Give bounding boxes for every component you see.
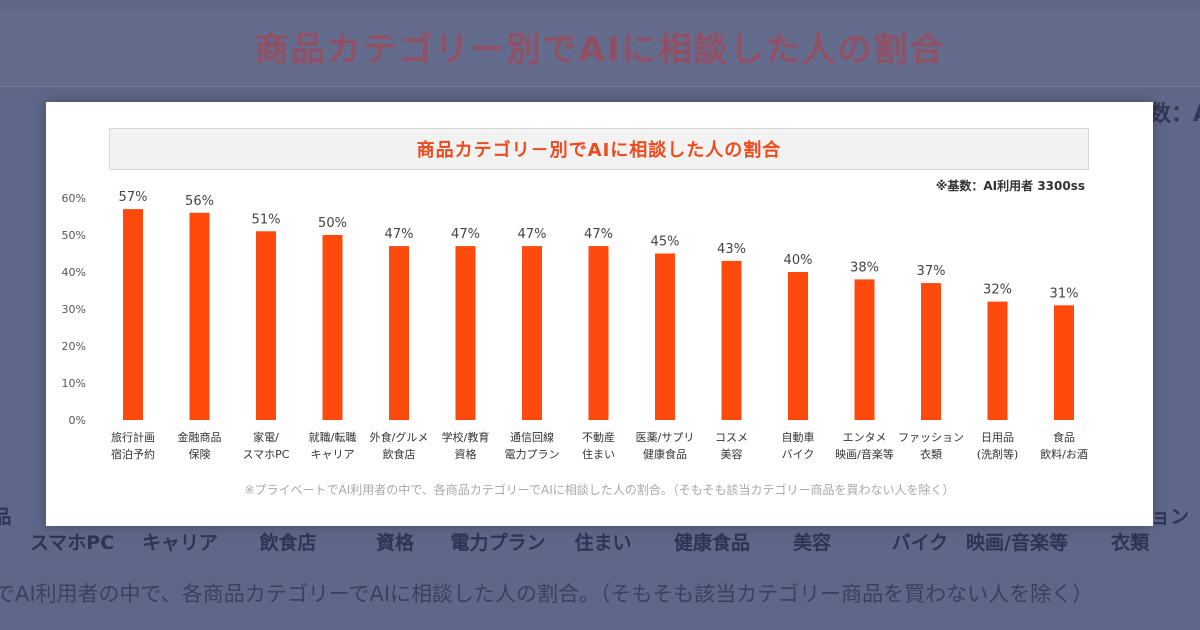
data-label: 43% — [717, 242, 746, 257]
category-label: 住まい — [582, 447, 615, 461]
background-title-band — [0, 10, 1200, 87]
category-label: 飲料/お酒 — [1040, 447, 1088, 461]
background-note: でAI利用者の中で、各商品カテゴリーでAIに相談した人の割合。（そもそも該当カテ… — [0, 582, 1094, 606]
category-label: 通信回線 — [510, 430, 554, 444]
bar — [389, 246, 409, 420]
category-label: 学校/教育 — [442, 430, 490, 444]
category-label: 美容 — [721, 447, 743, 461]
y-tick-label: 20% — [62, 340, 86, 353]
bar — [1054, 305, 1074, 420]
category-label: ファッション — [898, 431, 964, 444]
y-tick-label: 30% — [62, 303, 86, 316]
data-label: 37% — [917, 264, 946, 279]
data-label: 56% — [185, 194, 214, 209]
data-label: 47% — [451, 227, 480, 242]
y-tick-label: 0% — [69, 414, 86, 427]
bar — [322, 235, 343, 420]
bar — [588, 246, 609, 420]
background-base-fragment: 数：A — [1148, 102, 1200, 127]
category-label: バイク — [782, 448, 815, 461]
chart-card: 商品カテゴリ－別でAIに相談した人の割合 ※基数：AI利用者 3300ss 0%… — [46, 102, 1153, 526]
data-label: 50% — [318, 216, 347, 231]
category-label: 飲食店 — [383, 447, 416, 461]
data-label: 38% — [850, 260, 879, 275]
category-label: 就職/転職 — [309, 430, 357, 444]
data-label: 51% — [252, 212, 281, 227]
category-label: 衣類 — [920, 447, 942, 461]
chart-title: 商品カテゴリ－別でAIに相談した人の割合 — [109, 128, 1089, 170]
footnote: ※プライベートでAI利用者の中で、各商品カテゴリーでAIに相談した人の割合。（そ… — [244, 483, 955, 497]
bar — [854, 279, 875, 420]
category-label: 日用品 — [981, 431, 1014, 444]
background-category-label: 電力プラン — [450, 532, 546, 554]
category-label: 家電/ — [253, 430, 279, 444]
bar — [655, 253, 675, 420]
category-label: 不動産 — [582, 430, 615, 444]
bar — [921, 283, 941, 420]
background-category-label: 映画/音楽等 — [966, 532, 1068, 554]
background-category-label: 資格 — [375, 532, 415, 554]
category-label: 旅行計画 — [111, 430, 155, 444]
bar — [189, 212, 210, 420]
category-label: 食品 — [1053, 430, 1075, 444]
category-label: 健康食品 — [643, 447, 687, 461]
data-label: 40% — [784, 253, 813, 268]
bar — [987, 301, 1008, 420]
y-tick-label: 60% — [62, 192, 86, 205]
category-label: 電力プラン — [505, 448, 560, 461]
bar — [455, 246, 476, 420]
background-title: 商品カテゴリー別でAIに相談した人の割合 — [254, 30, 946, 70]
background-category-label: 衣類 — [1110, 532, 1150, 554]
category-label: 医薬/サプリ — [636, 431, 695, 444]
category-label: 宿泊予約 — [111, 447, 155, 461]
data-label: 47% — [518, 227, 547, 242]
base-note: ※基数：AI利用者 3300ss — [935, 179, 1085, 193]
y-tick-label: 50% — [62, 229, 86, 242]
y-tick-label: 40% — [62, 266, 86, 279]
category-label: 外食/グルメ — [370, 430, 429, 444]
data-label: 57% — [119, 190, 148, 205]
background-category-label: スマホPC — [29, 532, 115, 554]
category-label: エンタメ — [843, 431, 887, 444]
category-label: (洗剤等) — [977, 447, 1019, 461]
category-label: 映画/音楽等 — [835, 447, 894, 461]
category-label: 金融商品 — [178, 430, 222, 444]
bar — [522, 246, 542, 420]
data-label: 47% — [584, 227, 613, 242]
data-label: 31% — [1050, 286, 1079, 301]
background-category-label: キャリア — [141, 532, 219, 554]
data-label: 47% — [385, 227, 414, 242]
background-category-label: 美容 — [792, 532, 832, 554]
category-label: キャリア — [311, 448, 355, 461]
background-category-label: 健康食品 — [673, 532, 751, 554]
bar — [256, 231, 276, 420]
background-category-fragment: ョン — [1150, 506, 1190, 528]
background-category-label: バイク — [891, 532, 949, 554]
bar — [123, 209, 143, 420]
background-category-label: 住まい — [574, 532, 632, 554]
data-label: 45% — [651, 235, 680, 250]
category-label: 保険 — [189, 447, 211, 461]
bar — [788, 272, 808, 420]
data-label: 32% — [983, 283, 1012, 298]
background-category-fragment: 品 — [0, 506, 12, 528]
y-tick-label: 10% — [62, 377, 86, 390]
category-label: スマホPC — [243, 448, 290, 461]
category-label: 自動車 — [782, 430, 815, 444]
background-category-label: 飲食店 — [259, 532, 317, 554]
category-label: 資格 — [455, 447, 477, 461]
category-label: コスメ — [715, 431, 748, 444]
bar — [721, 260, 742, 420]
